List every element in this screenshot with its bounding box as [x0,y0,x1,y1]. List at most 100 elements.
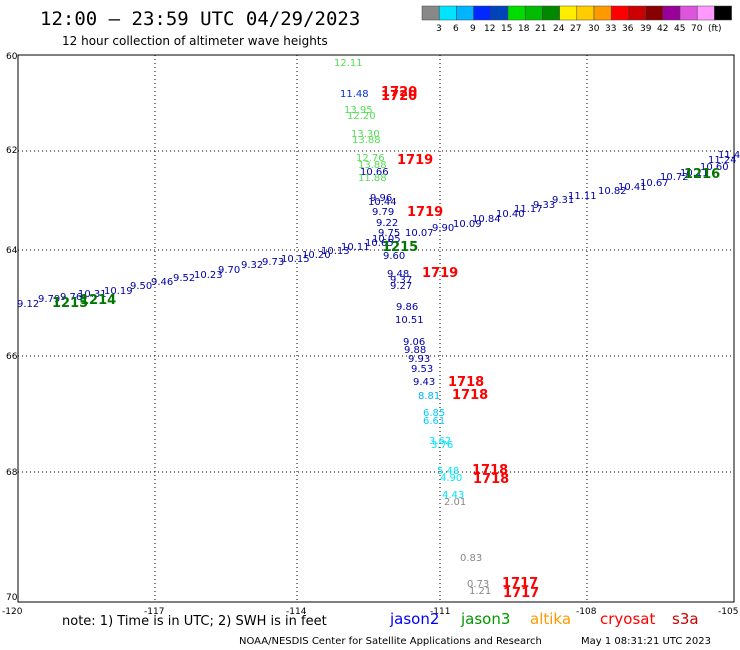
wave-height-label: 10.11 [680,168,709,179]
colorbar-swatch [679,5,698,21]
wave-height-label: 9.96 [370,193,392,204]
colorbar-swatch [490,5,509,21]
pass-time-label: 1215 [382,240,418,255]
colorbar-label-18: 18 [518,24,530,34]
colorbar-label-6: 6 [453,24,459,34]
pass-time-label: 1216 [684,167,720,182]
lat-label: 66 [6,352,18,362]
colorbar-label-unit: (ft) [708,24,722,34]
wave-height-label: 9.31 [552,195,574,206]
wave-height-label: 10.41 [618,182,647,193]
wave-height-label: 9.93 [408,354,430,365]
wave-height-label: 9.79 [38,294,60,305]
colorbar-label-39: 39 [640,24,652,34]
wave-height-label: 2.01 [444,497,466,508]
pass-time-label: 1718 [472,463,508,478]
wave-height-label: 13.88 [352,135,381,146]
colorbar-label-3: 3 [436,24,442,34]
colorbar-label-9: 9 [470,24,476,34]
wave-height-label: 9.70 [218,265,240,276]
wave-height-label: 12.76 [356,153,385,164]
colorbar-label-24: 24 [553,24,565,34]
legend-s3a: s3a [672,610,699,628]
wave-height-label: 11.88 [358,173,387,184]
lat-label: 62 [6,146,17,156]
legend-jason2: jason2 [389,610,439,628]
wave-height-labels: 12.1111.4813.9512.2013.3013.8812.7613.88… [17,58,740,597]
wave-height-label: 10.05 [372,234,401,245]
pass-time-label: 1215 [52,296,88,311]
page-title: 12:00 – 23:59 UTC 04/29/2023 [40,8,360,30]
wave-height-label: 9.37 [390,275,412,286]
wave-height-label: 10.09 [453,219,482,230]
pass-time-label: 1717 [503,586,539,601]
wave-height-label: 13.88 [358,160,387,171]
pass-time-label: 1720 [381,89,417,104]
wave-height-label: 3.62 [429,436,451,447]
pass-time-label: 1718 [452,388,488,403]
wave-height-label: 10.15 [281,254,310,265]
satellite-legend: jason2 jason3 altika cryosat s3a [389,610,699,628]
wave-height-label: 0.83 [460,553,482,564]
wave-height-label: 9.50 [130,281,152,292]
wave-height-label: 9.86 [396,302,418,313]
wave-height-label: 10.31 [78,289,107,300]
lon-label: -120 [2,607,23,617]
wave-height-label: 3.76 [431,440,453,451]
wave-height-label: 9.88 [404,345,426,356]
colorbar-label-36: 36 [622,24,634,34]
footer-credit: NOAA/NESDIS Center for Satellite Applica… [239,636,542,647]
colorbar-swatch [559,5,578,21]
lat-label: 68 [6,468,18,478]
wave-height-label: 4.43 [442,490,464,501]
lon-labels: -120 -117 -114 -111 -108 -105 [2,607,738,617]
colorbar-label-33: 33 [605,24,616,34]
colorbar-swatch [507,5,526,21]
wave-height-label: 9.27 [390,281,412,292]
colorbar-swatch [524,5,543,21]
wave-height-label: 10.67 [640,178,669,189]
wave-height-label: 9.43 [413,377,435,388]
colorbar-swatch [576,5,595,21]
colorbar-label-15: 15 [501,24,512,34]
wave-height-label: 9.48 [387,269,409,280]
wave-height-label: 9.46 [151,277,173,288]
pass-time-label: 1719 [407,205,443,220]
lon-label: -108 [576,607,597,617]
wave-height-label: 11.48 [340,89,369,100]
wave-height-label: 13.95 [344,105,373,116]
colorbar-label-42: 42 [657,24,668,34]
colorbar-swatch [456,5,474,21]
colorbar-label-27: 27 [570,24,581,34]
wave-height-label: 11.24 [708,155,737,166]
wave-height-label: 6.61 [423,416,445,427]
pass-time-label: 1717 [502,576,538,591]
wave-height-label: 12.11 [334,58,363,69]
page-subtitle: 12 hour collection of altimeter wave hei… [62,34,328,48]
lon-label: -117 [144,607,164,617]
colorbar-swatch [628,5,646,21]
wave-height-label: 10.20 [302,250,331,261]
footer-timestamp: May 1 08:31:21 UTC 2023 [581,636,711,647]
colorbar-label-45: 45 [674,24,685,34]
lat-label: 70 [6,593,18,603]
colorbar-swatch [610,5,629,21]
wave-height-label: 9.60 [383,251,405,262]
wave-height-label: 8.81 [418,391,440,402]
wave-height-label: 6.85 [423,408,445,419]
wave-height-label: 11.11 [568,191,597,202]
footnote: note: 1) Time is in UTC; 2) SWH is in fe… [62,614,327,629]
colorbar-label-70: 70 [691,24,703,34]
wave-height-label: 13.30 [351,129,380,140]
lat-label: 60 [6,52,18,62]
wave-height-label: 9.33 [533,200,555,211]
wave-height-label: 10.60 [700,162,729,173]
pass-time-label: 1214 [80,293,116,308]
wave-height-label: 9.76 [60,292,82,303]
wave-height-label: 10.44 [368,197,397,208]
wave-height-label: 9.90 [432,223,454,234]
wave-height-label: 10.07 [405,228,434,239]
colorbar [421,5,732,21]
